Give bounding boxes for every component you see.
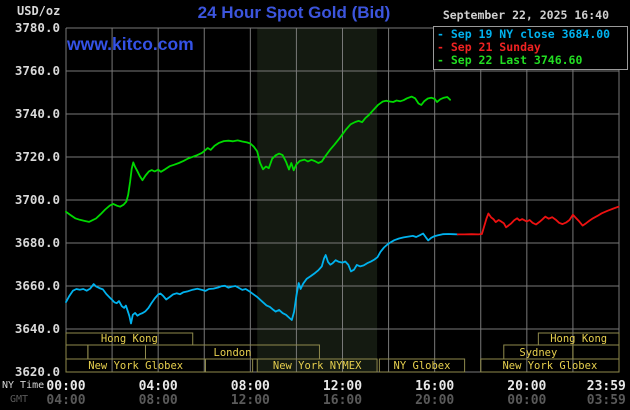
- session-label: New York Globex: [502, 360, 597, 372]
- session-box: [65, 344, 89, 360]
- session-label: NY Globex: [394, 360, 451, 372]
- legend-box: - Sep 19 NY close 3684.00- Sep 21 Sunday…: [433, 26, 628, 70]
- y-axis-tick-label: 3640.0: [15, 321, 60, 336]
- series-line-sep-19-ny-close: [65, 232, 459, 325]
- session-box: [87, 344, 146, 360]
- legend-item: - Sep 21 Sunday: [437, 40, 541, 54]
- x-axis-tick-ny: 12:00: [323, 379, 362, 394]
- x-axis-tick-gmt: 16:00: [323, 393, 362, 408]
- session-label: New York Globex: [88, 360, 183, 372]
- gmt-axis-label: GMT: [10, 394, 29, 405]
- x-axis-tick-gmt: 12:00: [231, 393, 270, 408]
- session-box: [572, 344, 620, 360]
- x-axis-tick-gmt: 08:00: [139, 393, 178, 408]
- x-axis-tick-ny: 20:00: [507, 379, 546, 394]
- session-label: Sydney: [519, 347, 557, 359]
- x-axis-tick-gmt: 03:59: [587, 393, 626, 408]
- x-axis-tick-ny: 08:00: [231, 379, 270, 394]
- session-label: New York NYMEX: [273, 360, 362, 372]
- y-axis-tick-label: 3620.0: [15, 364, 60, 379]
- kitco-watermark-link[interactable]: www.kitco.com: [67, 34, 194, 54]
- session-box: [256, 358, 378, 373]
- y-axis-tick-label: 3680.0: [15, 235, 60, 250]
- legend-item: - Sep 22 Last 3746.60: [437, 53, 583, 67]
- x-axis-tick-ny: 16:00: [415, 379, 454, 394]
- x-axis-tick-gmt: 04:00: [46, 393, 85, 408]
- legend-item: - Sep 19 NY close 3684.00: [437, 27, 611, 41]
- x-axis-tick-ny: 23:59: [587, 379, 626, 394]
- ny-time-axis-label: NY Time: [2, 380, 45, 391]
- x-axis-tick-ny: 00:00: [46, 379, 85, 394]
- series-line-sep-22-last: [65, 95, 452, 223]
- y-axis-tick-label: 3780.0: [15, 20, 60, 35]
- session-label: Hong Kong: [101, 333, 158, 345]
- x-axis-tick-ny: 04:00: [139, 379, 178, 394]
- y-axis-tick-label: 3740.0: [15, 106, 60, 121]
- unit-label: USD/oz: [17, 4, 61, 18]
- session-box: [378, 358, 466, 373]
- y-axis-tick-label: 3720.0: [15, 149, 60, 164]
- session-box: [204, 358, 254, 373]
- page-title: 24 Hour Spot Gold (Bid): [197, 3, 391, 22]
- session-label: Hong Kong: [550, 333, 607, 345]
- series-line-sep-21-sunday: [456, 205, 620, 236]
- session-box: [480, 358, 620, 373]
- timestamp: September 22, 2025 16:40: [442, 8, 609, 22]
- session-label: London: [214, 347, 252, 359]
- x-axis-tick-gmt: 00:00: [507, 393, 546, 408]
- y-axis-tick-label: 3700.0: [15, 192, 60, 207]
- x-axis-tick-gmt: 20:00: [415, 393, 454, 408]
- y-axis-tick-label: 3660.0: [15, 278, 60, 293]
- y-axis-tick-label: 3760.0: [15, 63, 60, 78]
